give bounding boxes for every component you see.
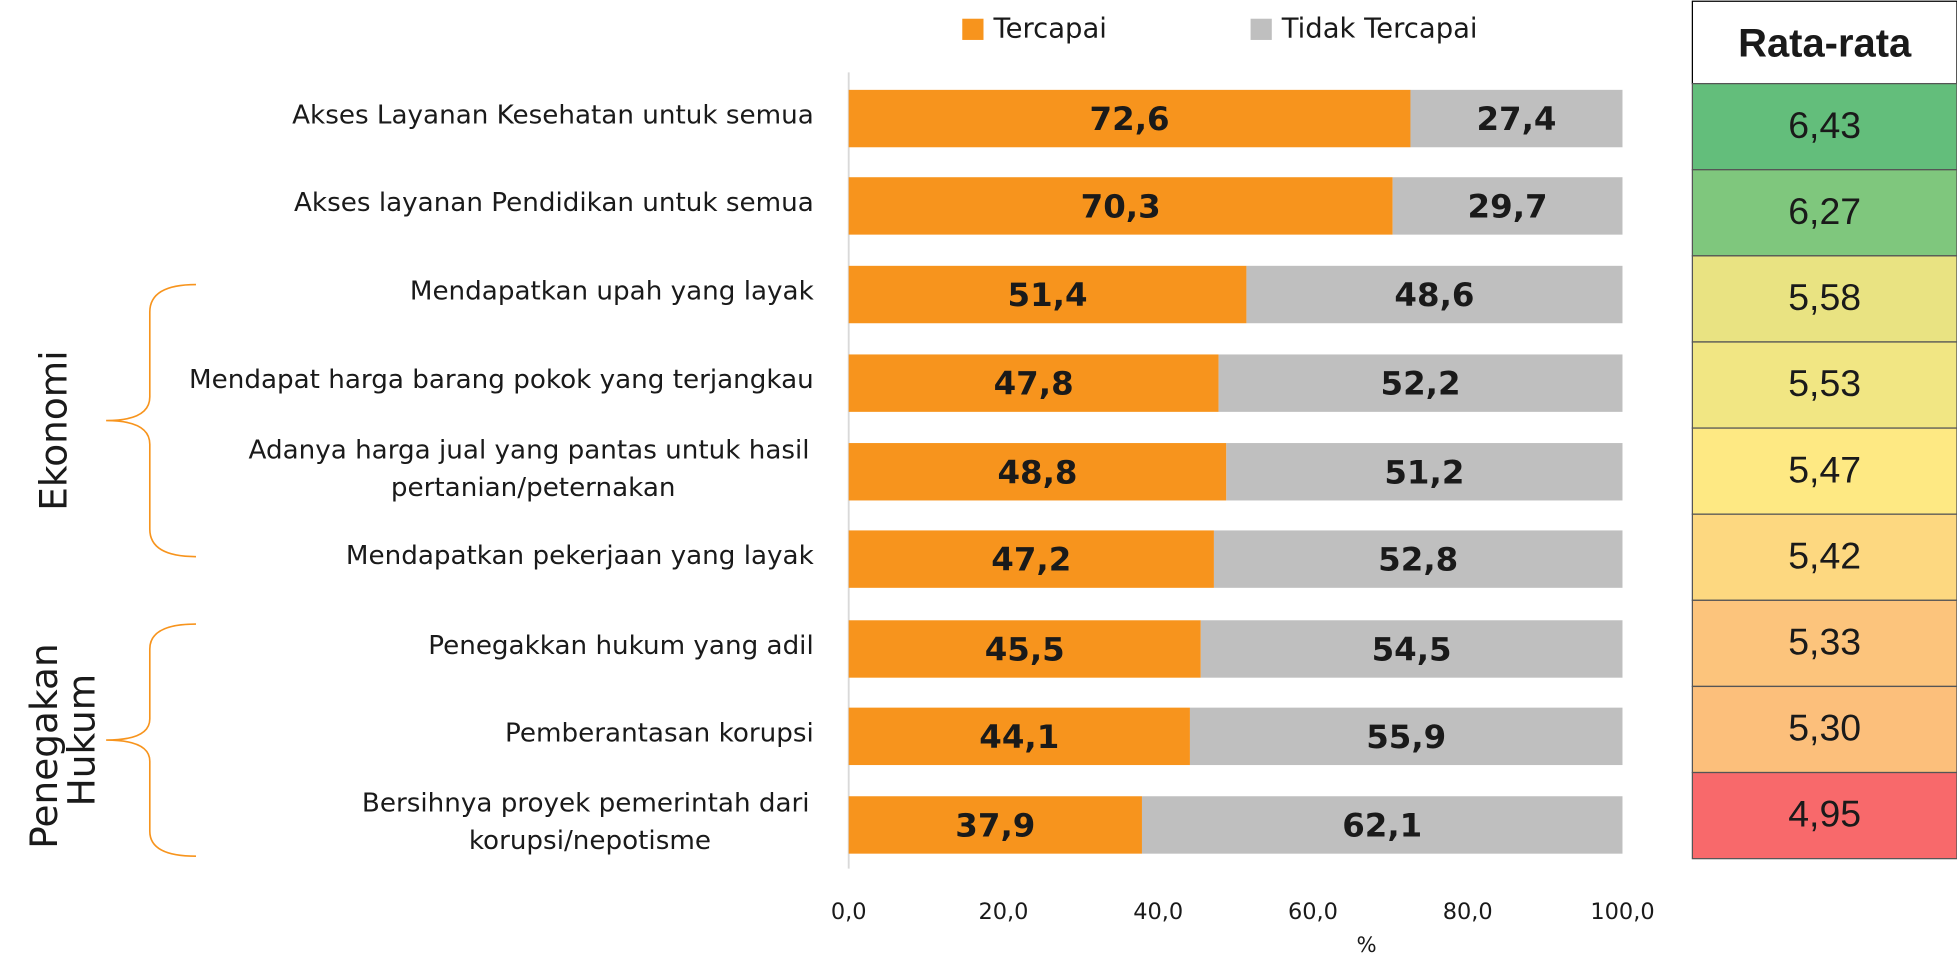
table-value: 5,58 [1788, 276, 1861, 318]
text-line: Hukum [59, 674, 103, 807]
value-label: 48,6 [1394, 276, 1474, 314]
text-line: Penegakan [22, 631, 66, 848]
x-tick-label: 40,0 [1133, 899, 1183, 925]
bar-segment [848, 530, 1214, 588]
bar-segment [1392, 177, 1623, 235]
x-tick-label: 0,0 [831, 899, 867, 925]
table-cell [1691, 685, 1957, 774]
value-label: 72,6 [1090, 100, 1170, 138]
bar-segment [848, 89, 1411, 148]
value-label: 47,2 [991, 541, 1071, 579]
bar-segment [1246, 265, 1623, 324]
bar-segment [848, 177, 1393, 235]
group-label: Ekonomi [32, 350, 76, 510]
bar-segment [848, 354, 1219, 412]
category-label: Mendapatkan pekerjaan yang layak [346, 541, 815, 571]
table-value: 5,30 [1788, 707, 1861, 749]
x-axis-label: % [1357, 933, 1377, 956]
bar-segment [1226, 443, 1623, 501]
legend-label: Tercapai [992, 13, 1106, 44]
bar-segment [1213, 530, 1623, 588]
group-brace [106, 283, 196, 558]
table-value: 6,27 [1788, 190, 1861, 232]
x-tick-label: 60,0 [1288, 899, 1338, 925]
table-header-cell [1691, 0, 1957, 85]
bar-segment [848, 796, 1142, 854]
table-value: 5,53 [1788, 362, 1861, 404]
bar-segment [1200, 620, 1623, 678]
value-label: 47,8 [994, 365, 1074, 403]
table-cell [1691, 341, 1957, 429]
bar-segment [1189, 707, 1623, 766]
category-label: Mendapatkan upah yang layak [410, 277, 815, 307]
legend-swatch [1250, 18, 1272, 40]
table-cell [1691, 599, 1957, 688]
bar-segment [1410, 89, 1623, 148]
bar-segment [848, 620, 1201, 678]
value-label: 44,1 [979, 718, 1059, 756]
value-label: 29,7 [1468, 187, 1548, 225]
value-label: 62,1 [1342, 806, 1422, 844]
table-value: 6,43 [1788, 104, 1861, 146]
value-label: 51,2 [1384, 453, 1464, 491]
table-value: 4,95 [1788, 793, 1861, 835]
table-value: 5,42 [1788, 534, 1861, 576]
table-value: 5,33 [1788, 621, 1861, 663]
category-label: Mendapat harga barang pokok yang terjang… [189, 365, 814, 395]
x-tick-label: 80,0 [1443, 899, 1493, 925]
value-label: 52,2 [1381, 365, 1461, 403]
value-label: 45,5 [985, 630, 1065, 668]
x-tick-label: 100,0 [1590, 899, 1654, 925]
text-line: korupsi/nepotisme [469, 826, 711, 856]
value-label: 27,4 [1476, 100, 1556, 138]
text-line: Adanya harga jual yang pantas untuk hasi… [249, 435, 818, 465]
table-cell [1691, 427, 1957, 515]
x-tick-label: 20,0 [978, 899, 1028, 925]
category-label: Bersihnya proyek pemerintah dari korupsi… [362, 788, 818, 855]
value-label: 70,3 [1081, 187, 1161, 225]
group-brace [106, 623, 196, 857]
value-label: 48,8 [997, 453, 1077, 491]
value-label: 52,8 [1378, 541, 1458, 579]
table-value: 5,47 [1788, 448, 1861, 490]
bar-segment [848, 707, 1190, 766]
group-label: Penegakan Hukum [22, 631, 103, 848]
category-label: Pemberantasan korupsi [505, 718, 814, 748]
category-label: Akses Layanan Kesehatan untuk semua [292, 101, 814, 131]
bar-segment [848, 265, 1247, 324]
category-label: Akses layanan Pendidikan untuk semua [294, 188, 814, 218]
legend-swatch [962, 18, 984, 40]
value-label: 55,9 [1366, 718, 1446, 756]
table-cell [1691, 82, 1957, 171]
value-label: 37,9 [955, 806, 1035, 844]
text-line: pertanian/peternakan [391, 472, 676, 502]
category-label: Adanya harga jual yang pantas untuk hasi… [249, 435, 818, 502]
text-line: Bersihnya proyek pemerintah dari [362, 788, 818, 818]
value-label: 51,4 [1008, 276, 1088, 314]
bar-segment [848, 443, 1227, 501]
bar-segment [1218, 354, 1623, 412]
bar-segment [1141, 796, 1623, 854]
category-label: Penegakkan hukum yang adil [428, 631, 814, 661]
legend-label: Tidak Tercapai [1281, 13, 1478, 44]
table-header: Rata-rata [1738, 22, 1912, 66]
value-label: 54,5 [1372, 630, 1452, 668]
